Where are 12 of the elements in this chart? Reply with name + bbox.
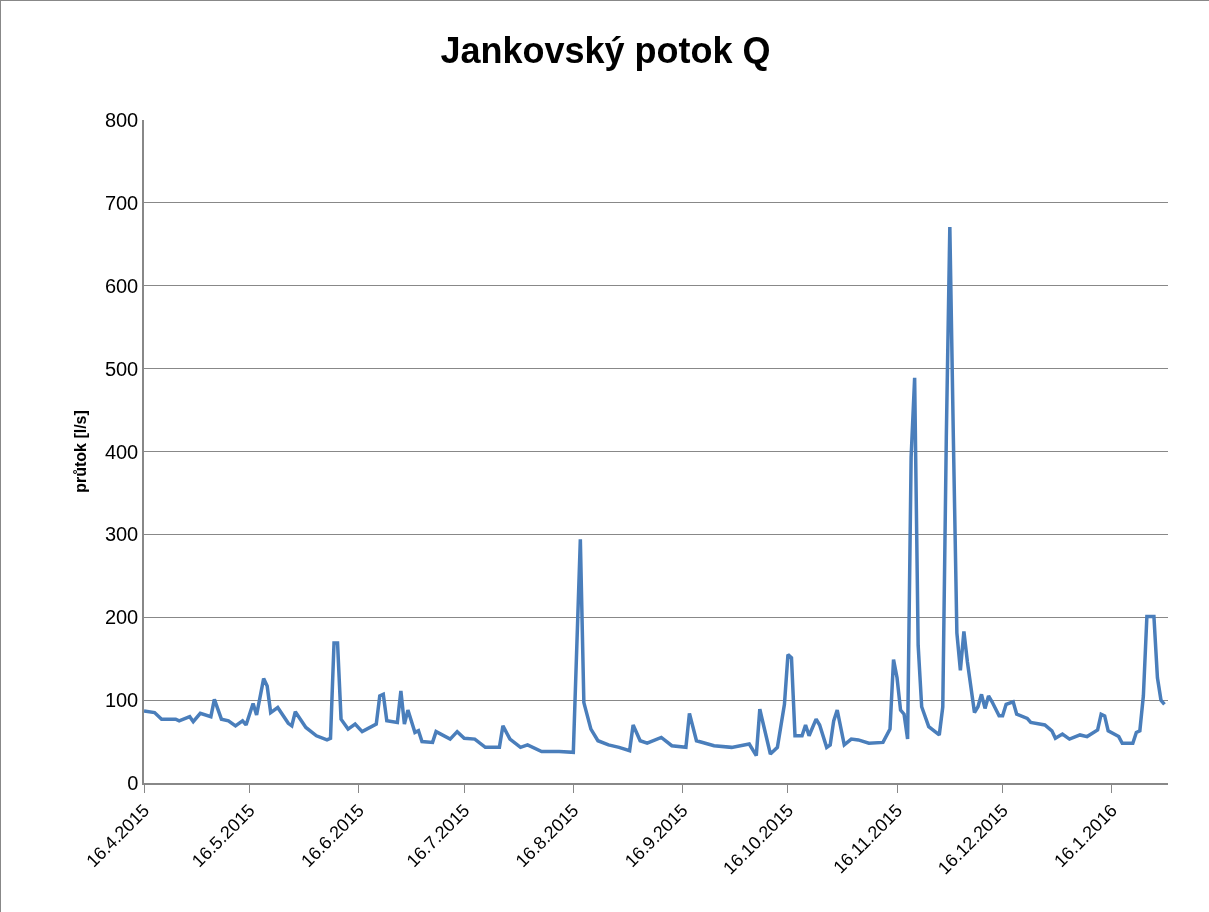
line-series <box>144 225 1167 758</box>
y-axis-title: průtok [l/s] <box>72 410 90 493</box>
y-tick-label: 800 <box>104 109 139 131</box>
y-tick-label: 0 <box>127 772 139 794</box>
y-tick-label: 600 <box>104 274 139 297</box>
y-tick-label: 100 <box>104 689 139 712</box>
y-tick-label: 300 <box>104 523 139 546</box>
y-tick-label: 700 <box>104 191 139 214</box>
chart-title: Jankovský potok Q <box>440 29 771 71</box>
y-tick-label: 500 <box>104 357 139 380</box>
y-tick-label: 200 <box>104 606 139 629</box>
y-tick-label: 400 <box>104 440 139 463</box>
